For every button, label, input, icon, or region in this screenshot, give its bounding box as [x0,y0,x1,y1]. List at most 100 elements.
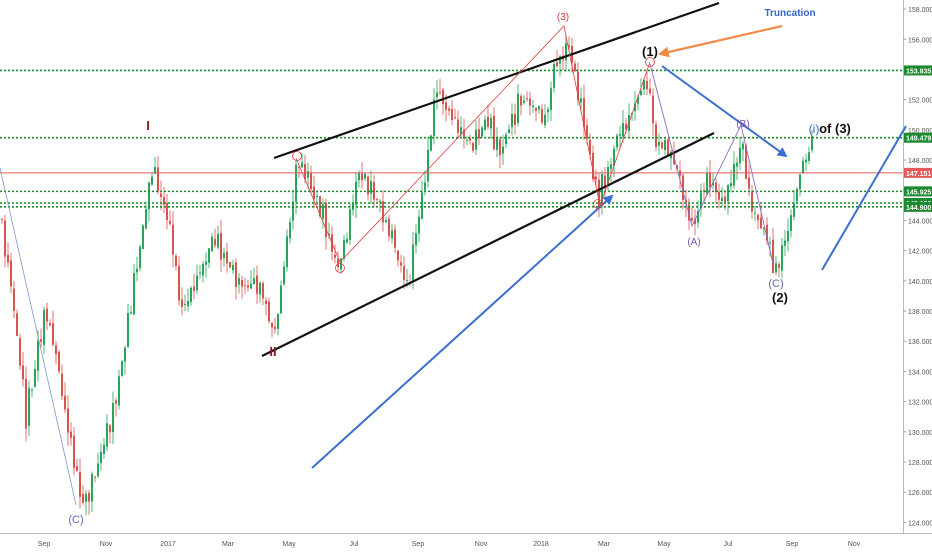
candle [25,366,27,442]
candle [229,261,231,269]
candle [694,209,696,236]
candle-body [85,493,87,502]
candle [592,145,594,183]
wave-annotation: (C) [68,514,83,526]
y-tick-label: 150.000 [908,128,932,135]
candle [250,270,252,290]
candle-body [514,113,516,126]
candle-body [733,163,735,186]
x-tick-label: Sep [38,541,51,548]
candle-body [271,322,273,328]
candle-body [442,89,444,105]
wave-annotation: (i) [809,122,820,136]
candle-body [130,312,132,314]
channel-upper-line [273,1,720,160]
candle-body [97,463,99,477]
candle [397,250,399,267]
candle [112,391,114,444]
candle [547,106,549,123]
candle-body [511,113,513,128]
candle [64,382,66,413]
candle [661,140,663,150]
wave-annotation: of (3) [819,121,851,136]
candle-body [610,164,612,169]
candle [232,259,234,274]
candle-body [565,43,567,61]
candle-body [574,63,576,72]
blue-arrow-down [661,65,788,158]
candle [712,173,714,190]
candle-body [202,263,204,276]
candle [436,79,438,110]
candle-body [106,423,108,447]
candle-body [754,212,756,214]
candle [157,156,159,195]
x-tick-label: Nov [848,541,861,548]
candle-body [82,493,84,503]
candle [730,169,732,193]
candle-body [139,246,141,269]
y-tick-label: 126.000 [908,490,932,497]
candle-body [127,313,129,347]
candle-body [472,143,474,151]
candle-body [490,118,492,129]
candle-body [658,142,660,146]
wave-marker-circle [593,199,603,209]
candle-body [688,204,690,221]
candle [295,160,297,215]
candle [256,265,258,304]
candle [430,135,432,152]
candle [451,99,453,126]
y-tick-label: 136.000 [908,339,932,346]
wave-annotation: (2) [772,290,788,305]
candle-body [403,266,405,281]
candle-body [736,162,738,167]
y-tick-label: 144.000 [908,218,932,225]
x-tick-label: Nov [475,541,488,548]
candle-body [466,140,468,142]
candle-body [748,177,750,189]
candle [172,211,174,268]
candle-body [187,300,189,307]
candle-body [37,340,39,371]
y-tick-label: 130.000 [908,430,932,437]
wave-annotation: (C) [768,278,783,290]
candle-body [535,107,537,111]
candle [154,156,156,174]
candle [391,224,393,244]
candle-body [760,217,762,229]
candle [691,207,693,223]
candle-body [316,195,318,197]
candle-body [592,152,594,180]
candle [223,247,225,267]
candle [247,279,249,292]
candle-body [709,172,711,188]
candle-body [112,402,114,433]
candle [10,253,12,294]
candle-body [412,244,414,282]
candle [622,110,624,143]
candle [211,232,213,253]
candle-body [262,282,264,299]
candle [265,296,267,316]
candle [16,309,18,337]
candle-body [115,400,117,404]
candle-body [487,117,489,127]
candle [574,60,576,72]
candle [793,190,795,221]
candle-body [586,125,588,139]
candle [454,108,456,120]
candle-body [508,129,510,134]
candle [715,178,717,203]
candle [481,125,483,138]
candle [205,252,207,278]
wave-marker-circle [292,151,302,161]
candle [580,87,582,113]
candle-body [652,95,654,124]
candle [568,36,570,50]
candle [49,319,51,326]
wave-annotation: II [269,344,276,359]
candle [79,458,81,509]
candle [493,107,495,151]
candle-body [46,308,48,322]
